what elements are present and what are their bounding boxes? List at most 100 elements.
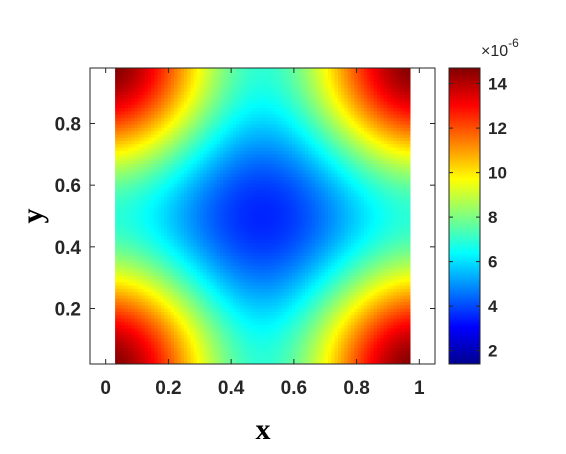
heatmap-cell [174, 344, 178, 349]
heatmap-cell [115, 137, 119, 141]
heatmap-cell [167, 143, 172, 148]
heatmap-cell [157, 298, 162, 303]
heatmap-cell [157, 146, 162, 151]
heatmap-cell [118, 222, 123, 227]
heatmap-cell [124, 288, 129, 293]
heatmap-cell [147, 81, 152, 86]
heatmap-cell [180, 268, 185, 273]
heatmap-cell [115, 268, 119, 273]
heatmap-cell [180, 156, 185, 161]
heatmap-cell [154, 150, 159, 155]
heatmap-cell [128, 278, 133, 283]
heatmap-cell [147, 87, 152, 92]
heatmap-cell [118, 74, 123, 79]
heatmap-cell [147, 216, 152, 220]
heatmap-cell [141, 97, 146, 102]
heatmap-cell [180, 308, 185, 312]
heatmap-cell [121, 87, 126, 92]
heatmap-cell [124, 110, 129, 115]
heatmap-cell [151, 311, 155, 316]
heatmap-cell [147, 199, 152, 204]
heatmap-cell [160, 209, 165, 214]
heatmap-cell [144, 81, 149, 86]
heatmap-cell [121, 110, 126, 115]
heatmap-cell [134, 160, 139, 164]
heatmap-cell [160, 179, 165, 184]
heatmap-cell [160, 239, 165, 243]
heatmap-cell [144, 176, 149, 181]
heatmap-cell [164, 245, 169, 250]
heatmap-cell [180, 160, 185, 164]
heatmap-cell [167, 71, 172, 76]
heatmap-cell [124, 311, 129, 316]
heatmap-cell [157, 248, 162, 253]
heatmap-cell [164, 146, 169, 151]
heatmap-cell [128, 219, 133, 224]
heatmap-cell [134, 74, 139, 79]
heatmap-cell [164, 311, 169, 316]
heatmap-cell [151, 301, 155, 306]
heatmap-cell [121, 327, 126, 332]
heatmap-cell [134, 258, 139, 263]
heatmap-cell [170, 173, 175, 178]
heatmap-cell [141, 186, 146, 191]
heatmap-cell [164, 160, 169, 164]
heatmap-cell [160, 212, 165, 217]
heatmap-cell [154, 104, 159, 109]
heatmap-cell [180, 74, 185, 79]
heatmap-cell [177, 156, 182, 161]
heatmap-cell [183, 278, 188, 283]
heatmap-cell [131, 123, 136, 128]
heatmap-cell [115, 209, 119, 214]
heatmap-cell [141, 137, 146, 141]
heatmap-cell [128, 229, 133, 234]
heatmap-cell [134, 110, 139, 115]
heatmap-cell [151, 331, 155, 335]
heatmap-cell [141, 123, 146, 128]
heatmap-cell [174, 229, 178, 234]
heatmap-cell [128, 248, 133, 253]
heatmap-cell [144, 163, 149, 168]
heatmap-cell [134, 163, 139, 168]
heatmap-cell [115, 340, 119, 345]
heatmap-cell [115, 206, 119, 211]
heatmap-cell [180, 77, 185, 82]
heatmap-cell [160, 100, 165, 105]
heatmap-cell [138, 202, 142, 207]
heatmap-cell [151, 281, 155, 286]
heatmap-cell [115, 202, 119, 207]
heatmap-cell [151, 248, 155, 253]
heatmap-cell [131, 301, 136, 306]
heatmap-cell [138, 146, 142, 151]
heatmap-cell [124, 176, 129, 181]
heatmap-cell [115, 169, 119, 174]
heatmap-cell [157, 156, 162, 161]
heatmap-cell [115, 81, 119, 86]
heatmap-cell [131, 163, 136, 168]
heatmap-cell [154, 202, 159, 207]
heatmap-cell [174, 255, 178, 260]
heatmap-cell [160, 137, 165, 141]
heatmap-cell [147, 262, 152, 266]
heatmap-cell [115, 189, 119, 194]
heatmap-cell [164, 71, 169, 76]
heatmap-cell [115, 262, 119, 266]
heatmap-cell [151, 222, 155, 227]
heatmap-cell [154, 156, 159, 161]
heatmap-cell [157, 173, 162, 178]
heatmap-cell [144, 235, 149, 240]
heatmap-cell [174, 301, 178, 306]
heatmap-cell [154, 311, 159, 316]
heatmap-cell [131, 84, 136, 89]
heatmap-cell [118, 169, 123, 174]
heatmap-cell [164, 331, 169, 335]
heatmap-cell [124, 179, 129, 184]
heatmap-cell [134, 232, 139, 237]
heatmap-cell [167, 327, 172, 332]
heatmap-cell [164, 232, 169, 237]
heatmap-cell [174, 160, 178, 164]
heatmap-cell [115, 219, 119, 224]
heatmap-cell [128, 199, 133, 204]
heatmap-cell [121, 123, 126, 128]
heatmap-cell [128, 324, 133, 329]
